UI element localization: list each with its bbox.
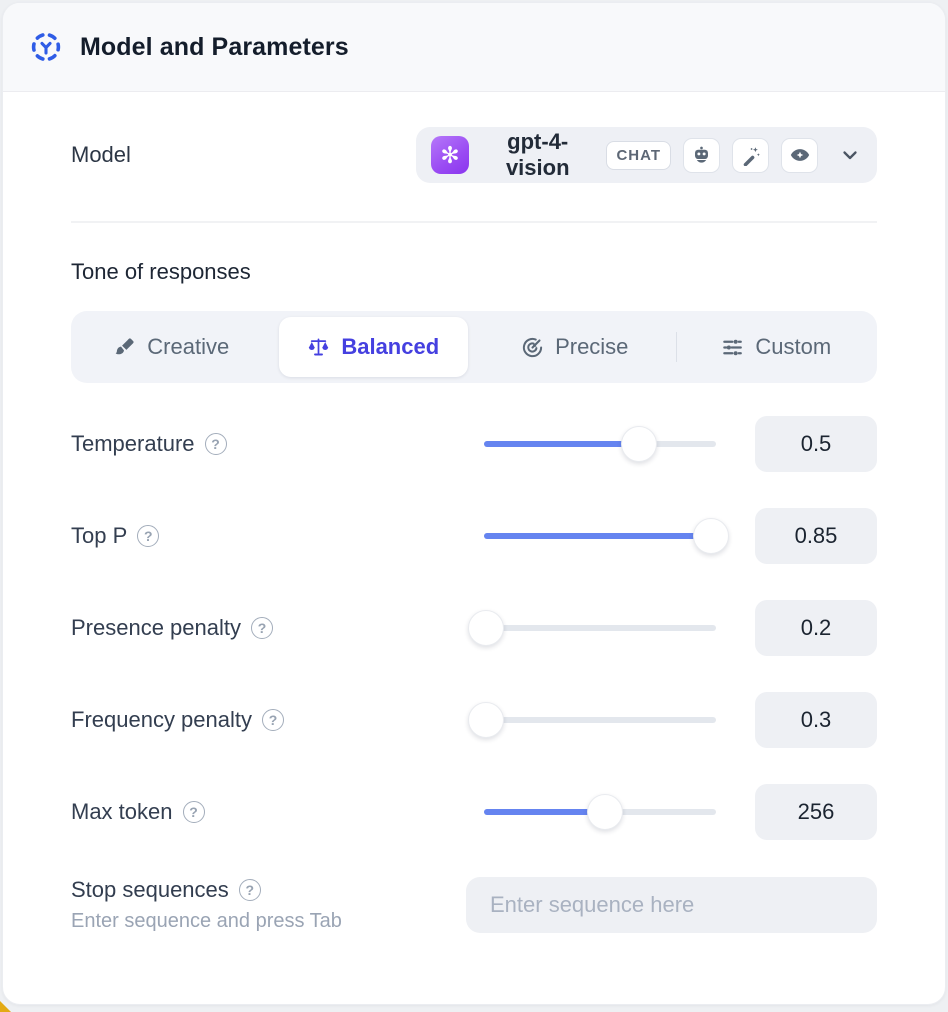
top-p-slider[interactable]	[484, 518, 730, 554]
temperature-label: Temperature ?	[71, 431, 227, 457]
tone-option-label: Creative	[147, 334, 230, 359]
tone-option-label: Custom	[755, 334, 832, 359]
stop-sequences-row: Stop sequences ? Enter sequence and pres…	[71, 877, 877, 975]
help-icon[interactable]: ?	[204, 433, 227, 455]
slider-thumb[interactable]	[693, 518, 730, 554]
slider-thumb[interactable]	[621, 426, 658, 462]
temperature-row: Temperature ? 0.5	[71, 416, 877, 472]
tone-section-title: Tone of responses	[71, 259, 251, 284]
panel-title: Model and Parameters	[80, 32, 349, 61]
target-arrow-icon	[521, 336, 544, 359]
presence-penalty-label: Presence penalty ?	[71, 615, 273, 641]
max-token-label: Max token ?	[71, 799, 205, 825]
frequency-penalty-slider[interactable]	[468, 702, 716, 738]
slider-thumb[interactable]	[468, 610, 505, 646]
presence-penalty-value[interactable]: 0.2	[755, 600, 877, 656]
frequency-penalty-row: Frequency penalty ? 0.3	[71, 692, 877, 748]
panel-header: Model and Parameters	[3, 3, 945, 92]
openai-logo-icon: ✻	[431, 136, 469, 174]
stop-sequences-helper: Enter sequence and press Tab	[71, 910, 342, 932]
help-icon[interactable]: ?	[251, 617, 273, 639]
frequency-penalty-label: Frequency penalty ?	[71, 707, 284, 733]
chat-type-badge: CHAT	[606, 140, 671, 170]
chevron-down-icon	[838, 143, 862, 167]
stop-sequences-label: Stop sequences ?	[71, 877, 342, 903]
tone-option-creative[interactable]: Creative	[71, 311, 273, 383]
tone-option-label: Balanced	[341, 334, 440, 359]
temperature-slider[interactable]	[484, 426, 716, 462]
temperature-value[interactable]: 0.5	[755, 416, 877, 472]
tone-option-precise[interactable]: Precise	[474, 311, 676, 383]
model-label: Model	[71, 142, 131, 167]
help-icon[interactable]: ?	[137, 525, 160, 547]
max-token-slider[interactable]	[484, 794, 716, 830]
slider-thumb[interactable]	[468, 702, 505, 738]
vision-capability-icon	[781, 137, 818, 173]
paintbrush-icon	[114, 336, 136, 358]
model-row: Model ✻ gpt-4-vision CHAT	[71, 127, 877, 183]
frequency-penalty-value[interactable]: 0.3	[755, 692, 877, 748]
help-icon[interactable]: ?	[182, 801, 205, 823]
tone-option-balanced[interactable]: Balanced	[278, 317, 468, 377]
presence-penalty-slider[interactable]	[468, 610, 716, 646]
presence-penalty-row: Presence penalty ? 0.2	[71, 600, 877, 656]
model-hub-icon	[29, 30, 63, 64]
robot-capability-icon	[683, 137, 720, 173]
magic-wand-capability-icon	[732, 137, 769, 173]
help-icon[interactable]: ?	[238, 879, 261, 901]
tone-option-label: Precise	[555, 334, 629, 359]
balance-scale-icon	[307, 336, 330, 359]
top-p-row: Top P ? 0.85	[71, 508, 877, 564]
max-token-value[interactable]: 256	[755, 784, 877, 840]
stop-sequence-input[interactable]	[466, 877, 877, 933]
tone-segmented-control: Creative Balanced	[71, 311, 877, 383]
model-select-dropdown[interactable]: ✻ gpt-4-vision CHAT	[416, 127, 877, 183]
top-p-value[interactable]: 0.85	[755, 508, 877, 564]
background-corner-accent	[0, 1001, 11, 1012]
sliders-icon	[721, 336, 744, 359]
max-token-row: Max token ? 256	[71, 784, 877, 840]
slider-thumb[interactable]	[586, 794, 623, 830]
top-p-label: Top P ?	[71, 523, 160, 549]
help-icon[interactable]: ?	[262, 709, 284, 731]
stop-sequences-labels: Stop sequences ? Enter sequence and pres…	[71, 877, 342, 933]
section-divider	[71, 221, 877, 223]
selected-model-name: gpt-4-vision	[505, 129, 570, 180]
tone-option-custom[interactable]: Custom	[675, 311, 878, 383]
